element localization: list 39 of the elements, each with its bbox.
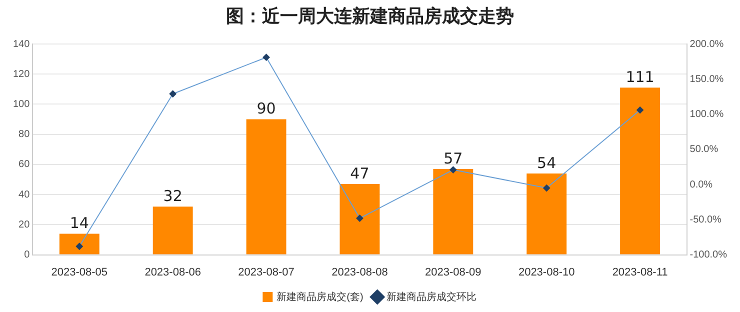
x-tick-label: 2023-08-08 xyxy=(332,266,388,278)
legend-label: 新建商品房成交(套) xyxy=(276,290,364,303)
bar xyxy=(246,119,286,254)
bar xyxy=(152,206,193,254)
y2-tick-label: 100.0% xyxy=(690,109,724,120)
data-label: 32 xyxy=(163,187,182,206)
data-label: 90 xyxy=(256,100,276,118)
bar xyxy=(433,168,474,254)
bar xyxy=(526,173,567,254)
data-label: 47 xyxy=(350,164,370,182)
y2-tick-label: 150.0% xyxy=(690,74,724,85)
y-tick-label: 140 xyxy=(12,38,30,50)
x-tick-label: 2023-08-11 xyxy=(612,266,668,278)
y2-tick-label: -100.0% xyxy=(690,250,728,261)
bar xyxy=(59,234,100,254)
bar xyxy=(340,184,380,254)
x-tick-label: 2023-08-07 xyxy=(238,266,294,278)
y-tick-label: 40 xyxy=(18,189,30,200)
y-tick-label: 60 xyxy=(18,159,30,170)
x-tick-label: 2023-08-06 xyxy=(144,266,201,278)
data-label: 57 xyxy=(444,149,463,168)
data-label: 14 xyxy=(70,214,89,232)
x-tick-label: 2023-08-05 xyxy=(51,266,108,278)
data-label: 111 xyxy=(626,68,654,86)
bar xyxy=(620,88,660,254)
y-tick-label: 80 xyxy=(18,129,30,140)
y-tick-label: 20 xyxy=(18,219,30,230)
data-label: 54 xyxy=(537,154,556,172)
y2-tick-label: 0.0% xyxy=(690,179,713,190)
y2-tick-label: 50.0% xyxy=(690,144,718,156)
y2-tick-label: 200.0% xyxy=(690,38,724,50)
y-tick-label: 120 xyxy=(12,68,30,80)
legend-label: 新建商品房成交环比 xyxy=(386,290,476,303)
y-tick-label: 100 xyxy=(12,98,30,110)
x-tick-label: 2023-08-10 xyxy=(518,266,575,278)
y2-tick-label: -50.0% xyxy=(690,214,722,226)
x-tick-label: 2023-08-09 xyxy=(425,266,482,278)
chart-title: 图：近一周大连新建商品房成交走势 xyxy=(225,5,515,29)
y-tick-label: 0 xyxy=(24,250,30,261)
